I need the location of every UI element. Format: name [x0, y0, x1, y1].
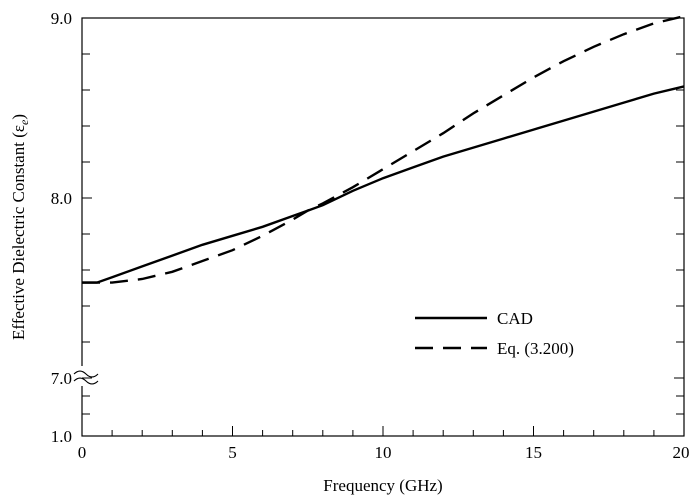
- x-axis-title: Frequency (GHz): [323, 476, 442, 495]
- y-axis-title-main: Effective Dielectric Constant (ε: [9, 125, 28, 340]
- legend-label-cad: CAD: [497, 309, 533, 328]
- x-tick-label-15: 15: [525, 443, 542, 462]
- y-axis-title-sub: e: [17, 119, 31, 125]
- legend: CAD Eq. (3.200): [415, 309, 574, 358]
- x-tick-label-20: 20: [673, 443, 690, 462]
- x-tick-label-5: 5: [228, 443, 237, 462]
- y-tick-label-1.0: 1.0: [51, 427, 72, 446]
- y-tick-label-7.0: 7.0: [51, 369, 72, 388]
- tick-labels: 0 5 10 15 20 1.0 7.0 8.0 9.0: [51, 9, 690, 462]
- y-axis-title: Effective Dielectric Constant (εe): [9, 114, 31, 340]
- y-tick-label-9.0: 9.0: [51, 9, 72, 28]
- x-tick-label-10: 10: [375, 443, 392, 462]
- y-axis-title-close: ): [9, 114, 28, 120]
- ticks: [81, 17, 685, 436]
- y-tick-label-8.0: 8.0: [51, 189, 72, 208]
- plot-frame: [81, 17, 685, 437]
- x-tick-label-0: 0: [78, 443, 87, 462]
- axis-break-mark: [70, 366, 99, 386]
- legend-label-eq-3-200: Eq. (3.200): [497, 339, 574, 358]
- series-line-cad: [82, 85, 685, 284]
- series-line-eq-3-200: [82, 15, 685, 284]
